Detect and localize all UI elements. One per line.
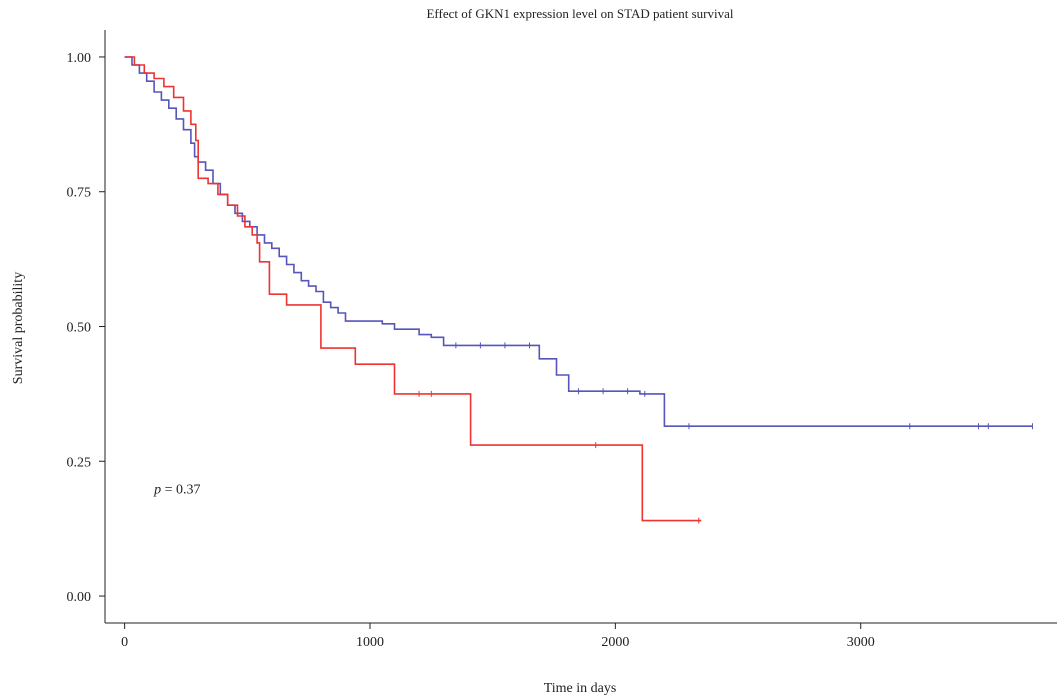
p-value-text: = 0.37 bbox=[161, 483, 200, 498]
x-tick-label: 1000 bbox=[356, 635, 384, 650]
y-axis-label: Survival probability bbox=[11, 272, 26, 384]
y-tick-label: 0.00 bbox=[67, 590, 92, 605]
y-tick-label: 0.25 bbox=[67, 455, 92, 470]
x-tick-label: 0 bbox=[121, 635, 128, 650]
x-tick-label: 3000 bbox=[847, 635, 875, 650]
chart-title: Effect of GKN1 expression level on STAD … bbox=[426, 6, 733, 21]
series-group bbox=[124, 56, 1033, 524]
p-value-annotation: p = 0.37 bbox=[153, 483, 200, 498]
y-tick-label: 0.50 bbox=[67, 321, 92, 336]
y-tick-label: 0.75 bbox=[67, 186, 92, 201]
x-tick-label: 2000 bbox=[601, 635, 629, 650]
series-0-line bbox=[124, 56, 1033, 427]
x-axis-label: Time in days bbox=[544, 681, 617, 696]
series-1-line bbox=[124, 56, 702, 522]
axes-group: 0.00 0.25 0.50 0.75 1.00 0 1000 2000 3000 bbox=[67, 30, 1057, 650]
y-tick-label: 1.00 bbox=[67, 51, 92, 66]
p-value-symbol: p bbox=[153, 483, 161, 498]
